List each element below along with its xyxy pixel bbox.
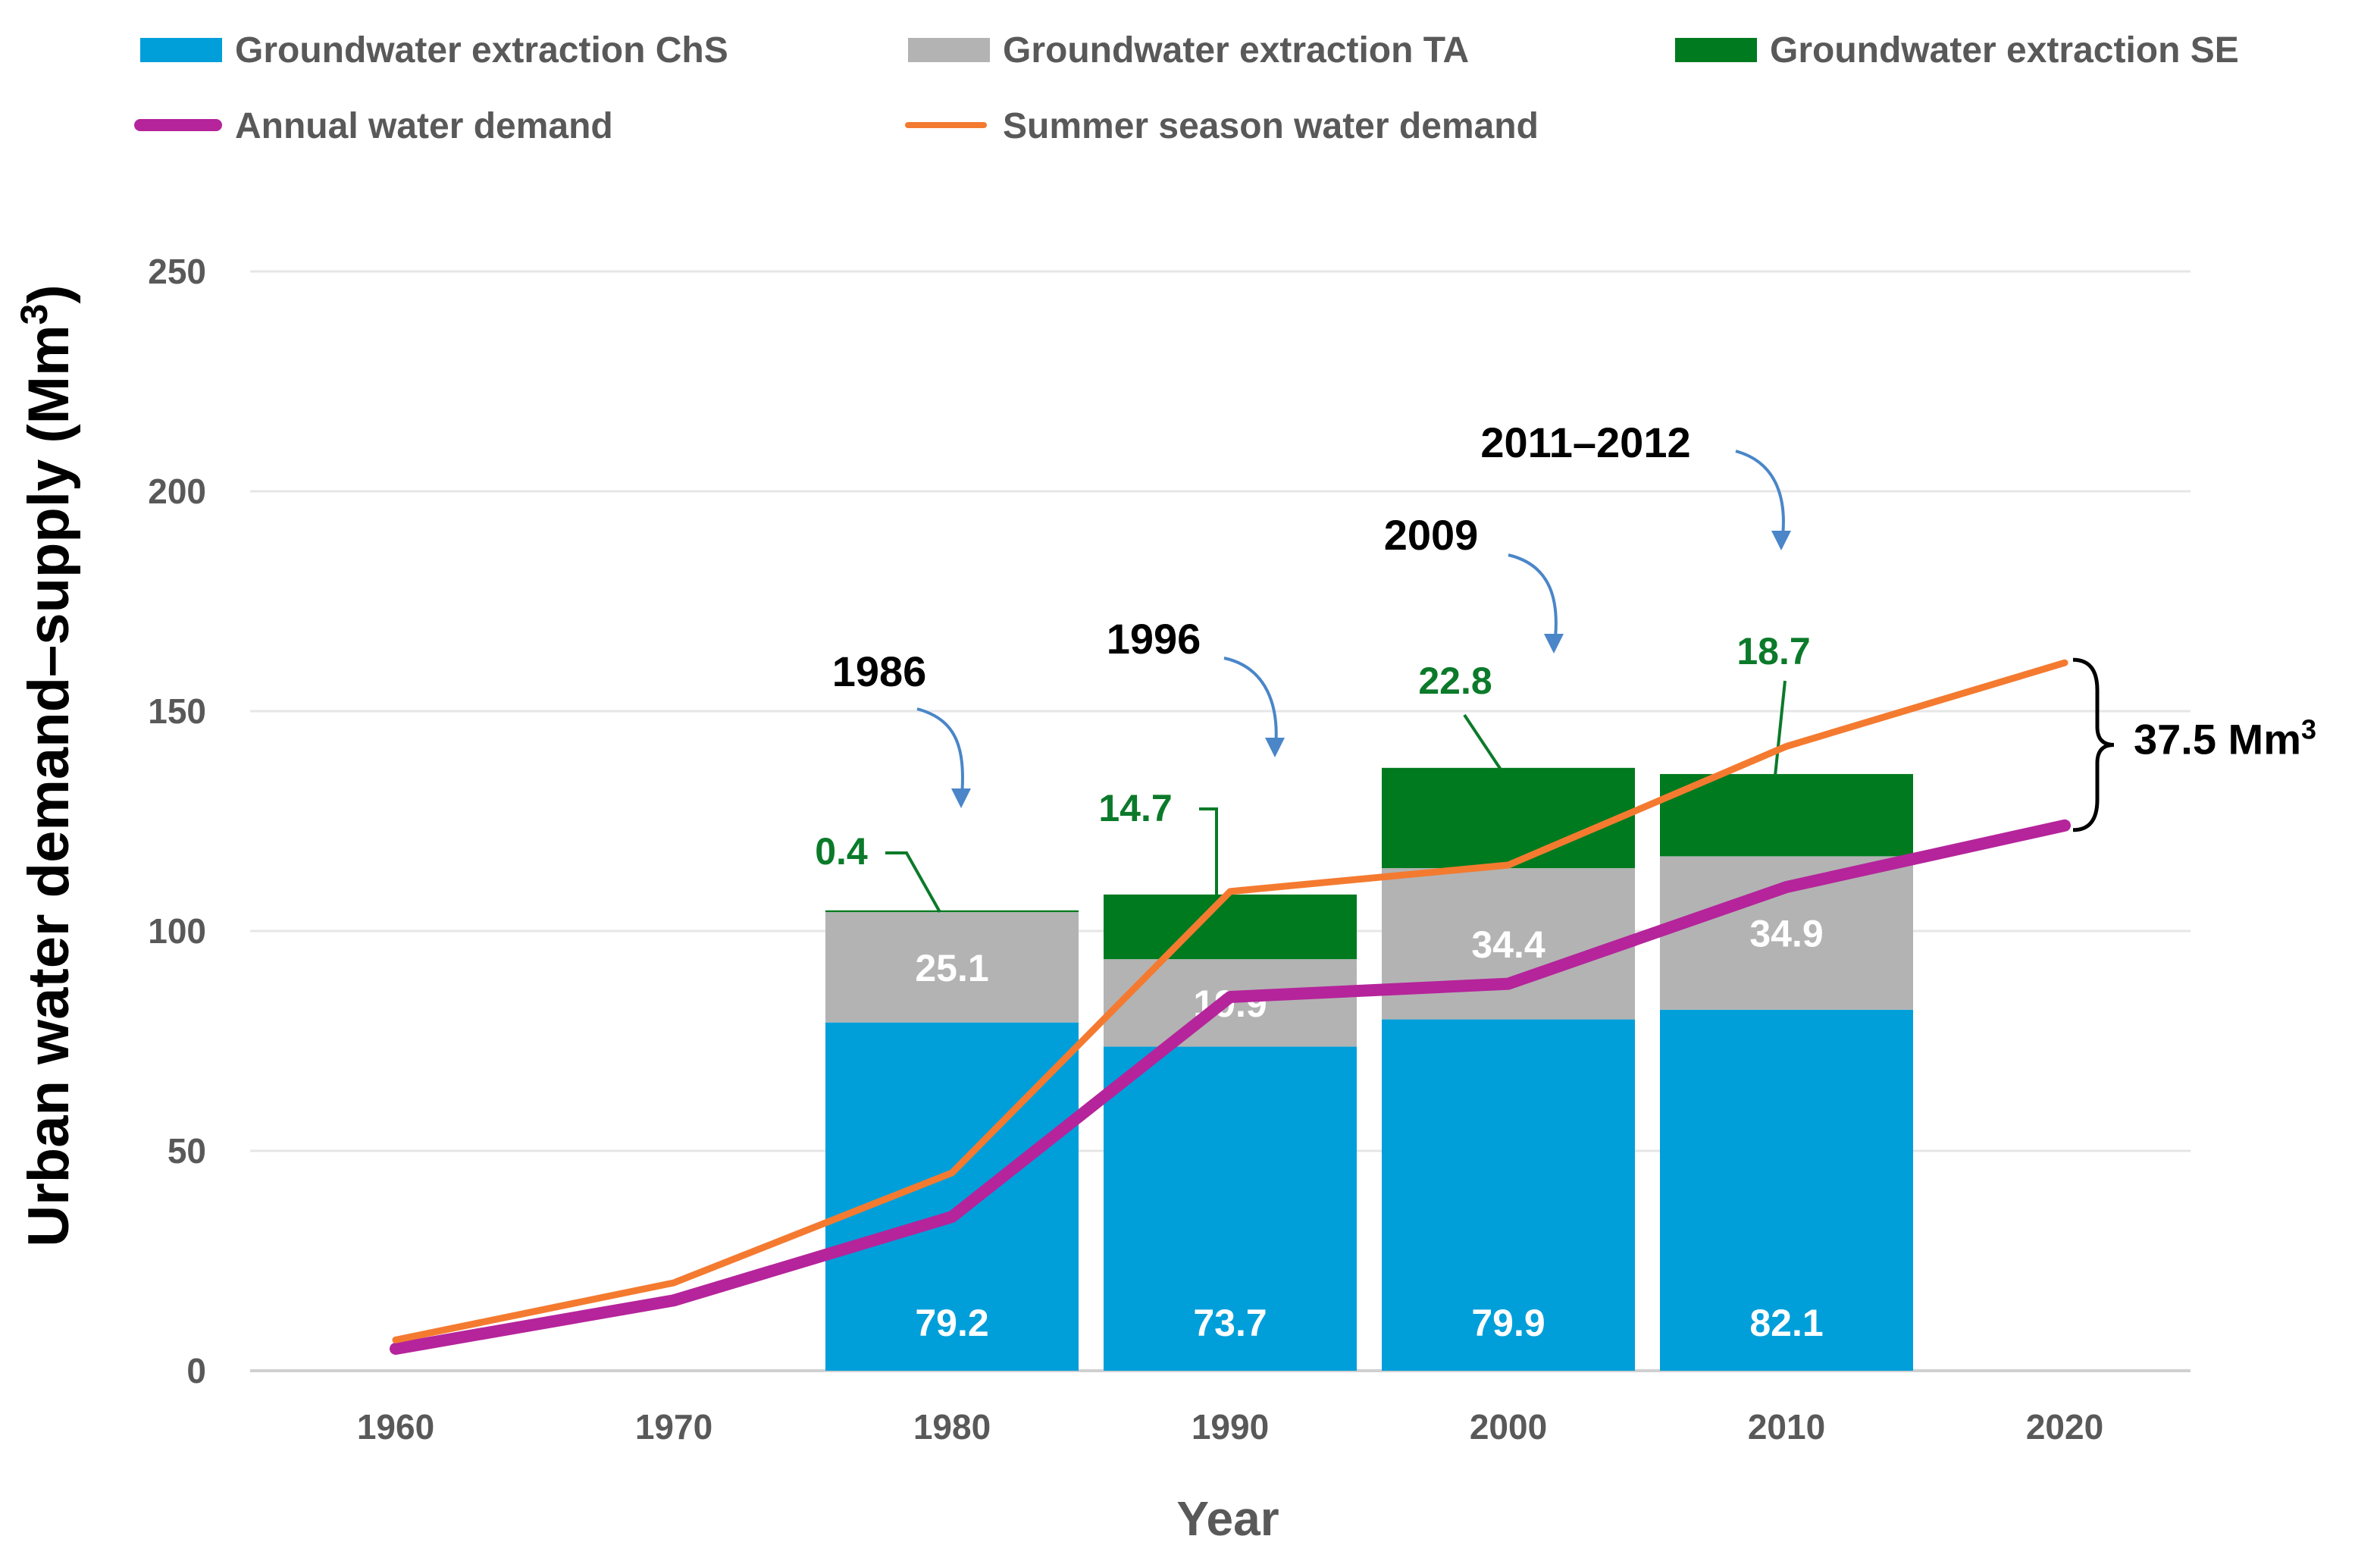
bar-segment-se	[1104, 894, 1357, 960]
legend-label-annual: Annual water demand	[235, 106, 613, 146]
bar-segment-ta	[825, 912, 1079, 1023]
line-summer	[392, 659, 2068, 1343]
event-arrow	[916, 707, 964, 806]
bar-label-ta: 25.1	[915, 947, 988, 989]
x-tick-label: 1980	[913, 1407, 991, 1447]
legend-label-summer: Summer season water demand	[1003, 106, 1539, 146]
event-arrowhead	[1771, 531, 1791, 550]
y-tick-label: 50	[168, 1131, 206, 1171]
event-arrowhead	[1544, 634, 1564, 654]
axes: 0 50 100 150 200 250 1960 1970 1980 1990 2000 2010 2…	[13, 252, 2103, 1546]
event-arrowhead	[1265, 738, 1285, 757]
bar-label-ta: 34.9	[1749, 913, 1823, 955]
event-label: 2009	[1384, 511, 1479, 559]
bar-segment-chs	[1382, 1019, 1635, 1371]
legend-swatch-chs	[140, 38, 222, 62]
bar-label-chs: 73.7	[1193, 1302, 1267, 1344]
legend-swatch-ta	[908, 38, 990, 62]
x-tick-label: 2000	[1470, 1407, 1547, 1447]
gap-label: 37.5 Mm3	[2134, 713, 2316, 763]
event-arrowhead	[951, 788, 971, 808]
legend-label-ta: Groundwater extraction TA	[1003, 30, 1469, 71]
bar-segment-chs	[825, 1022, 1079, 1371]
gap-label-superscript: 3	[2301, 713, 2316, 745]
x-tick-label: 2020	[2026, 1407, 2103, 1447]
bar-segment-ta	[1382, 868, 1635, 1020]
y-tick-label: 150	[148, 691, 206, 731]
bar-label-se: 18.7	[1736, 630, 1810, 672]
y-tick-label: 200	[148, 472, 206, 511]
event-label: 1986	[832, 647, 927, 695]
y-tick-label: 100	[148, 911, 206, 951]
se-leader-line	[1774, 680, 1787, 776]
bar-segment-se	[1660, 773, 1913, 857]
y-axis-title: Urban water demand–supply (Mm3)	[13, 284, 81, 1246]
x-tick-label: 2010	[1748, 1407, 1825, 1447]
x-axis-title: Year	[1176, 1491, 1279, 1546]
bar-label-chs: 82.1	[1749, 1302, 1823, 1344]
gap-label-text: 37.5 Mm	[2134, 716, 2301, 763]
bar-label-chs: 79.9	[1471, 1302, 1545, 1344]
bar-segment-se	[1382, 767, 1635, 869]
event-label: 1996	[1107, 615, 1201, 663]
bar-segment-chs	[1660, 1009, 1913, 1371]
bar-label-se: 14.7	[1098, 787, 1172, 829]
line-annual	[390, 819, 2071, 1355]
bar-segment-se	[825, 910, 1079, 913]
x-tick-label: 1990	[1192, 1407, 1269, 1447]
se-leader-line	[1199, 807, 1218, 895]
y-axis-title-close: )	[17, 284, 81, 303]
event-label: 2011–2012	[1480, 418, 1690, 466]
bar-label-se: 22.8	[1418, 660, 1492, 702]
se-leader-line	[1463, 713, 1502, 771]
legend-label-chs: Groundwater extraction ChS	[235, 30, 728, 71]
legend-swatch-se	[1675, 38, 1757, 62]
bar-label-ta: 34.4	[1471, 923, 1545, 966]
bar-label-se: 0.4	[815, 830, 868, 873]
y-tick-label: 250	[148, 252, 206, 291]
y-axis-title-text: Urban water demand–supply (Mm	[17, 324, 81, 1246]
event-arrow	[1223, 657, 1278, 755]
bar-label-chs: 79.2	[915, 1302, 988, 1344]
x-tick-label: 1960	[357, 1407, 434, 1447]
bar-segment-chs	[1104, 1046, 1357, 1371]
se-leader-line	[885, 851, 941, 913]
event-arrow	[1508, 553, 1558, 651]
stacked-bars: 79.225.173.719.979.934.482.134.90.414.72…	[815, 630, 1913, 1371]
x-tick-label: 1970	[635, 1407, 712, 1447]
y-tick-label: 0	[186, 1351, 206, 1390]
demand-lines	[390, 659, 2071, 1355]
gap-brace	[2072, 657, 2115, 832]
y-axis-title-superscript: 3	[13, 304, 55, 325]
legend: Groundwater extraction ChS Groundwater ex…	[134, 30, 2239, 146]
legend-label-se: Groundwater extraction SE	[1770, 30, 2239, 71]
